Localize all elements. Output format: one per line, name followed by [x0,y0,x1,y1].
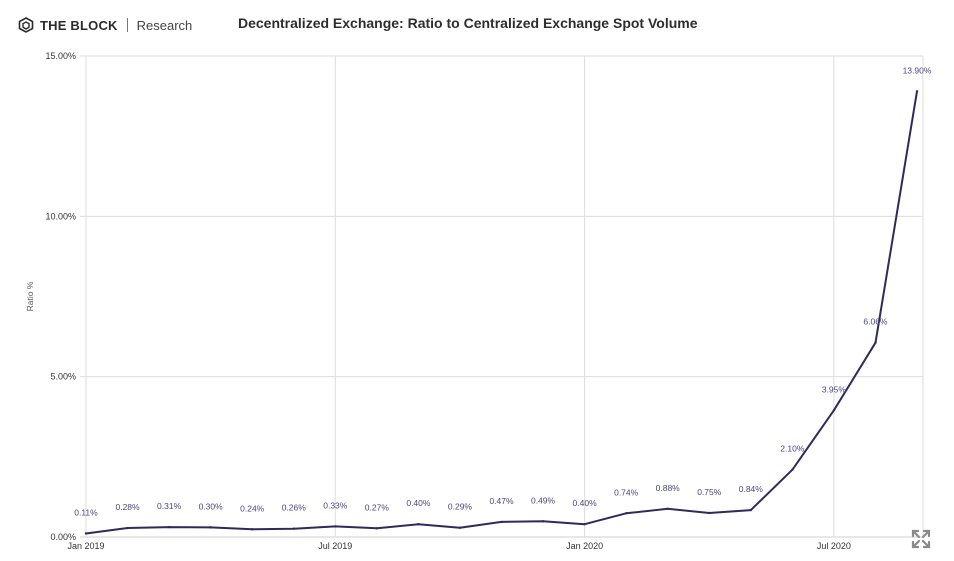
data-point [832,409,836,412]
data-label: 0.24% [240,503,265,513]
data-point [209,526,212,529]
y-tick-label: 10.00% [45,211,76,221]
data-point [915,90,919,93]
y-axis-title: Ratio % [25,281,35,311]
data-label: 0.26% [282,503,307,513]
data-label: 0.88% [656,483,681,493]
data-label: 0.47% [489,496,514,506]
data-label: 0.40% [406,498,431,508]
data-point [375,527,379,530]
brand-subtitle: Research [136,17,193,33]
cube-logo-icon [18,17,34,33]
data-point [334,525,337,528]
x-tick-label: Jan 2019 [67,541,104,551]
data-point [791,468,794,471]
data-point [666,507,669,510]
series-line [85,91,918,535]
data-label: 0.11% [74,507,98,517]
data-label: 13.90% [903,65,932,75]
y-tick-label: 5.00% [50,372,76,382]
data-label: 0.27% [365,502,390,512]
brand-name: THE BLOCK [40,17,118,33]
x-tick-label: Jul 2020 [817,541,851,551]
data-label: 0.28% [115,502,140,512]
brand-divider [126,18,128,32]
data-label: 0.40% [573,498,598,508]
data-label: 0.33% [323,500,348,510]
data-point [167,525,171,529]
x-tick-label: Jan 2020 [566,541,603,551]
data-point [458,526,462,529]
data-label: 0.29% [448,502,473,512]
data-label: 3.95% [822,384,847,394]
data-label: 0.49% [531,495,556,505]
data-label: 0.74% [614,487,639,497]
data-point [541,520,545,523]
data-point [500,520,503,524]
y-tick-label: 0.00% [50,532,76,542]
data-point [84,532,88,535]
data-label: 2.10% [780,444,805,454]
data-label: 0.30% [199,501,224,511]
x-tick-label: Jul 2019 [318,541,352,551]
data-point [708,511,711,515]
expand-icon[interactable] [909,527,933,551]
chart-title: Decentralized Exchange: Ratio to Central… [238,15,698,31]
data-point [624,512,628,515]
brand-logo: THE BLOCK Research [18,17,192,33]
data-point [417,522,420,526]
data-label: 0.31% [157,501,182,511]
data-point [126,526,129,530]
data-point [292,527,295,530]
data-point [874,341,877,344]
data-point [749,508,752,512]
data-label: 6.06% [863,317,888,327]
data-point [583,522,586,526]
data-point [251,528,254,531]
data-label: 0.84% [739,484,764,494]
y-tick-label: 15.00% [45,51,76,61]
data-label: 0.75% [697,487,722,497]
